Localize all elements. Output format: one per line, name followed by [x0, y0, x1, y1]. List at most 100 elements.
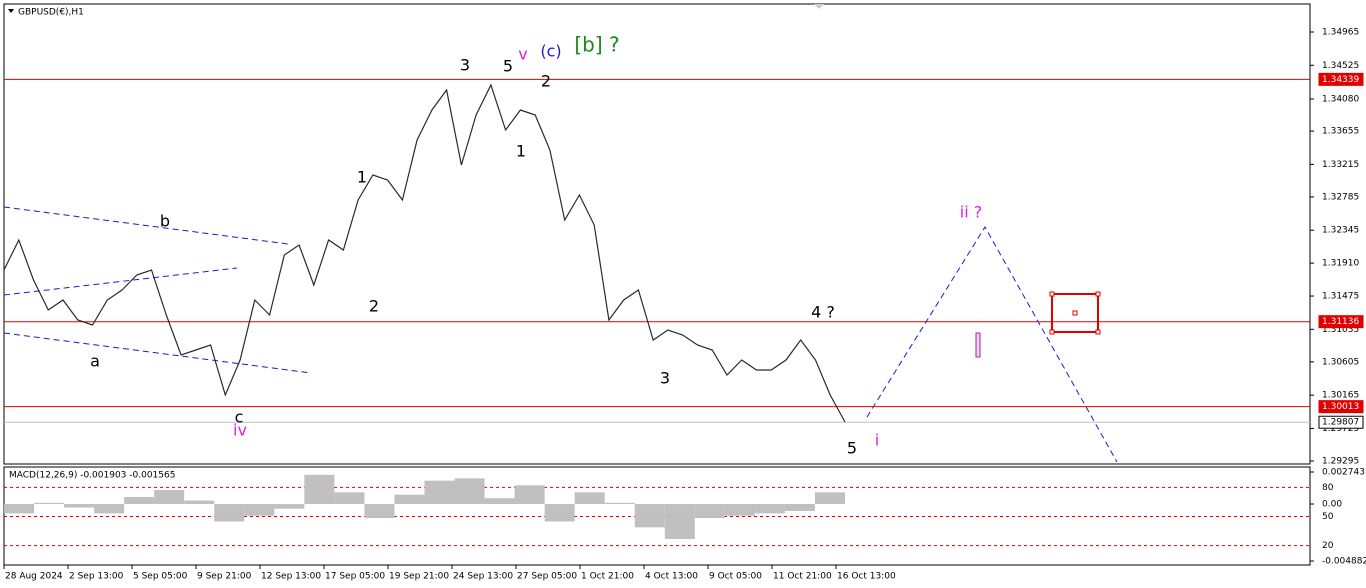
wave-label: a	[90, 352, 100, 371]
x-tick-label: 9 Sep 21:00	[197, 572, 252, 582]
macd-bar	[364, 504, 395, 519]
y-tick-label: 1.34525	[1322, 61, 1359, 71]
macd-bar	[634, 504, 665, 528]
macd-label: MACD(12,26,9) -0.001903 -0.001565	[9, 471, 175, 481]
macd-bar	[4, 504, 35, 514]
macd-bar	[604, 502, 635, 505]
macd-bar	[124, 497, 155, 505]
x-tick-label: 17 Sep 05:00	[325, 572, 385, 582]
wave-label: 4 ?	[811, 303, 835, 322]
x-tick-label: 11 Oct 21:00	[773, 572, 832, 582]
macd-bar	[64, 504, 95, 508]
handle	[1049, 329, 1055, 335]
macd-bar	[154, 490, 185, 505]
channel-line	[3, 267, 238, 296]
wave-label: b	[160, 212, 170, 231]
x-tick-label: 12 Sep 13:00	[261, 572, 321, 582]
wave-label: (c)	[540, 42, 561, 61]
y-tick-label: 1.31910	[1322, 259, 1359, 269]
osc-level-label: 20	[1322, 541, 1334, 551]
channel-line	[3, 206, 289, 245]
macd-bar	[784, 504, 815, 512]
price-tag	[1318, 415, 1364, 429]
macd-bar	[274, 504, 305, 509]
price-tag-label: 1.31136	[1322, 317, 1359, 327]
x-tick-label: 24 Sep 13:00	[453, 572, 513, 582]
price-tag-label: 1.30013	[1322, 402, 1359, 412]
projection	[866, 226, 1118, 463]
macd-bar	[724, 504, 755, 516]
macd-bar	[304, 474, 335, 505]
wave-label: 5	[503, 57, 513, 76]
price-line	[3, 83, 846, 423]
target-box	[1049, 291, 1101, 335]
handle	[1095, 329, 1101, 335]
y-tick-label: 1.30165	[1322, 391, 1359, 401]
handle	[1072, 310, 1078, 316]
x-tick-label: 27 Sep 05:00	[517, 572, 577, 582]
macd-tick-label: -0.004882	[1322, 557, 1366, 567]
price-tag-label: 1.34339	[1322, 75, 1359, 85]
channel	[3, 206, 1118, 463]
main-pane	[3, 3, 1311, 465]
macd-bar	[334, 492, 365, 505]
y-tick-label: 1.34965	[1322, 27, 1359, 37]
macd-bar	[244, 504, 275, 516]
x-tick-label: 16 Oct 13:00	[837, 572, 896, 582]
y-tick-label: 1.31475	[1322, 292, 1359, 302]
wave-label: 1	[357, 168, 367, 187]
y-tick-label: 1.33215	[1322, 160, 1359, 170]
macd-tick-label: 0.00	[1322, 500, 1342, 510]
macd-bar	[694, 504, 725, 519]
y-tick-label: 1.34080	[1322, 94, 1359, 104]
x-tick-label: 9 Oct 05:00	[709, 572, 762, 582]
macd-bar	[574, 492, 605, 505]
macd-bar	[544, 504, 575, 522]
y-tick-label: 1.32345	[1322, 226, 1359, 236]
x-tick-label: 4 Oct 13:00	[645, 572, 698, 582]
target-rect	[1051, 293, 1099, 333]
y-tick-label: 1.31035	[1322, 325, 1359, 335]
macd-bar	[754, 504, 785, 514]
macd-bar	[184, 500, 215, 505]
wave-label: 2	[541, 72, 551, 91]
macd-bar	[664, 504, 695, 540]
wave-label: [b] ?	[574, 33, 619, 57]
chart-title: GBPUSD(€),H1	[18, 8, 84, 18]
y-tick-label: 1.29725	[1322, 424, 1359, 434]
menu-arrow[interactable]	[8, 9, 14, 13]
wave-label: 3	[460, 56, 470, 75]
price-tag	[1318, 400, 1364, 414]
price-tag	[1318, 315, 1364, 329]
channel-line	[3, 332, 312, 374]
marker-box	[975, 332, 981, 358]
wave-label: v	[518, 45, 527, 64]
macd-bar	[94, 504, 125, 514]
x-tick-label: 19 Sep 21:00	[389, 572, 449, 582]
y-tick-label: 1.29295	[1322, 456, 1359, 466]
macd-bar	[394, 494, 425, 505]
macd-bar	[814, 492, 845, 505]
x-tick-label: 1 Oct 21:00	[581, 572, 634, 582]
price-tag-label: 1.29807	[1322, 418, 1359, 428]
macd-bar	[514, 485, 545, 505]
wave-label: iv	[233, 421, 247, 440]
price-tag	[1318, 72, 1364, 86]
handle	[1095, 291, 1101, 297]
macd-tick-label: 0.002743	[1322, 468, 1365, 478]
y-tick-label: 1.30605	[1322, 357, 1359, 367]
scroll-marker[interactable]	[814, 4, 824, 9]
wave-label: 5	[847, 439, 857, 458]
y-tick-label: 1.33655	[1322, 127, 1359, 137]
y-tick-label: 1.32785	[1322, 192, 1359, 202]
wave-label: 2	[369, 297, 379, 316]
osc-level-label: 80	[1322, 483, 1334, 493]
wave-label: 3	[660, 369, 670, 388]
wave-label: i	[875, 431, 879, 450]
macd-bar	[34, 502, 65, 505]
x-tick-label: 28 Aug 2024	[5, 572, 63, 582]
wave-label: 1	[516, 142, 526, 161]
macd-bar	[454, 478, 485, 505]
